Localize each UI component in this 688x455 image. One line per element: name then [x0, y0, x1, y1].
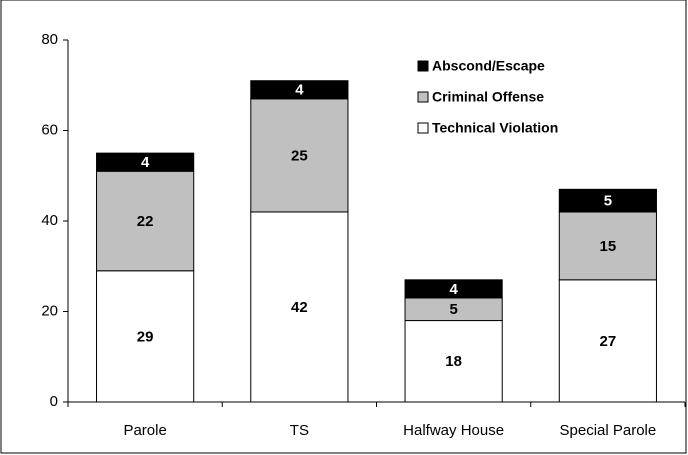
bar-segment [404, 279, 503, 299]
bar-segment [250, 98, 349, 213]
data-label: 4 [449, 281, 458, 298]
x-tick-label: Parole [123, 422, 166, 439]
bar-segment [250, 80, 349, 100]
data-label: 22 [137, 213, 154, 230]
x-tick-label: TS [290, 422, 309, 439]
data-label: 4 [295, 82, 304, 99]
y-tick-label: 80 [41, 31, 58, 48]
bar-segment [96, 152, 195, 172]
y-tick-label: 40 [41, 212, 58, 229]
data-label: 5 [449, 301, 457, 318]
bar-segment [250, 211, 349, 403]
legend-swatch [417, 91, 429, 103]
data-label: 27 [600, 333, 617, 350]
data-label: 42 [291, 299, 308, 316]
bar-segment [558, 188, 657, 213]
data-label: 15 [600, 238, 617, 255]
data-label: 4 [141, 154, 150, 171]
bar-segment [96, 170, 195, 272]
legend-swatch [417, 60, 429, 72]
data-label: 5 [604, 193, 612, 210]
x-tick-label: Halfway House [403, 422, 504, 439]
legend-label: Criminal Offense [432, 89, 544, 105]
y-tick-label: 20 [41, 302, 58, 319]
bar-segment [96, 270, 195, 403]
data-label: 29 [137, 328, 154, 345]
bar-segment [404, 320, 503, 403]
y-tick-label: 0 [50, 393, 58, 410]
data-label: 18 [445, 353, 462, 370]
legend-swatch [417, 122, 429, 134]
y-tick-label: 60 [41, 121, 58, 138]
legend-label: Abscond/Escape [432, 58, 545, 74]
data-label: 25 [291, 147, 308, 164]
bar-segment [558, 211, 657, 281]
x-tick-label: Special Parole [560, 422, 657, 439]
legend-label: Technical Violation [432, 120, 558, 136]
